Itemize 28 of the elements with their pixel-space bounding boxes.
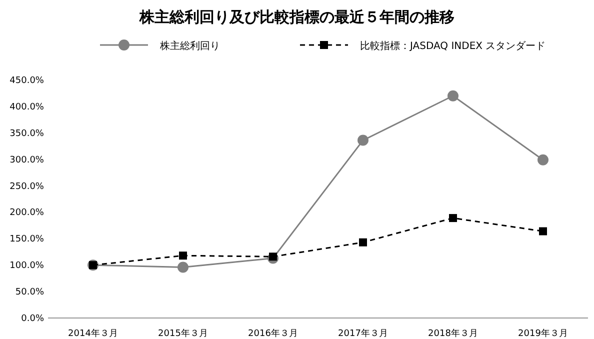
y-tick-label: 450.0%: [10, 76, 44, 86]
point: [358, 134, 368, 146]
point: [359, 238, 367, 246]
point: [538, 154, 548, 166]
y-tick-label: 50.0%: [15, 288, 44, 298]
y-tick-label: 350.0%: [10, 128, 44, 139]
y-tick-label: 250.0%: [10, 182, 44, 192]
x-tick-label: 2016年３月: [248, 328, 298, 339]
y-tick-label: 400.0%: [10, 102, 44, 112]
y-tick-label: 150.0%: [10, 234, 44, 245]
x-tick-label: 2015年３月: [158, 328, 208, 339]
x-tick-label: 2019年３月: [518, 328, 568, 339]
legend-label: 比較指標：JASDAQ INDEX スタンダード: [360, 40, 546, 52]
point: [449, 214, 457, 222]
x-tick-label: 2018年３月: [428, 328, 478, 339]
y-tick-label: 300.0%: [10, 155, 44, 166]
y-tick-label: 0.0%: [21, 314, 44, 324]
y-tick-label: 200.0%: [10, 208, 44, 218]
point: [448, 90, 458, 102]
y-tick-label: 100.0%: [10, 261, 44, 272]
x-tick-label: 2014年３月: [68, 328, 118, 339]
x-tick-label: 2017年３月: [338, 328, 388, 339]
legend-label: 株主総利回り: [159, 40, 220, 52]
point: [539, 227, 547, 236]
point: [179, 252, 187, 260]
point: [178, 262, 188, 273]
chart-title: 株主総利回り及び比較指標の最近５年間の推移: [138, 8, 454, 26]
point: [269, 252, 277, 261]
